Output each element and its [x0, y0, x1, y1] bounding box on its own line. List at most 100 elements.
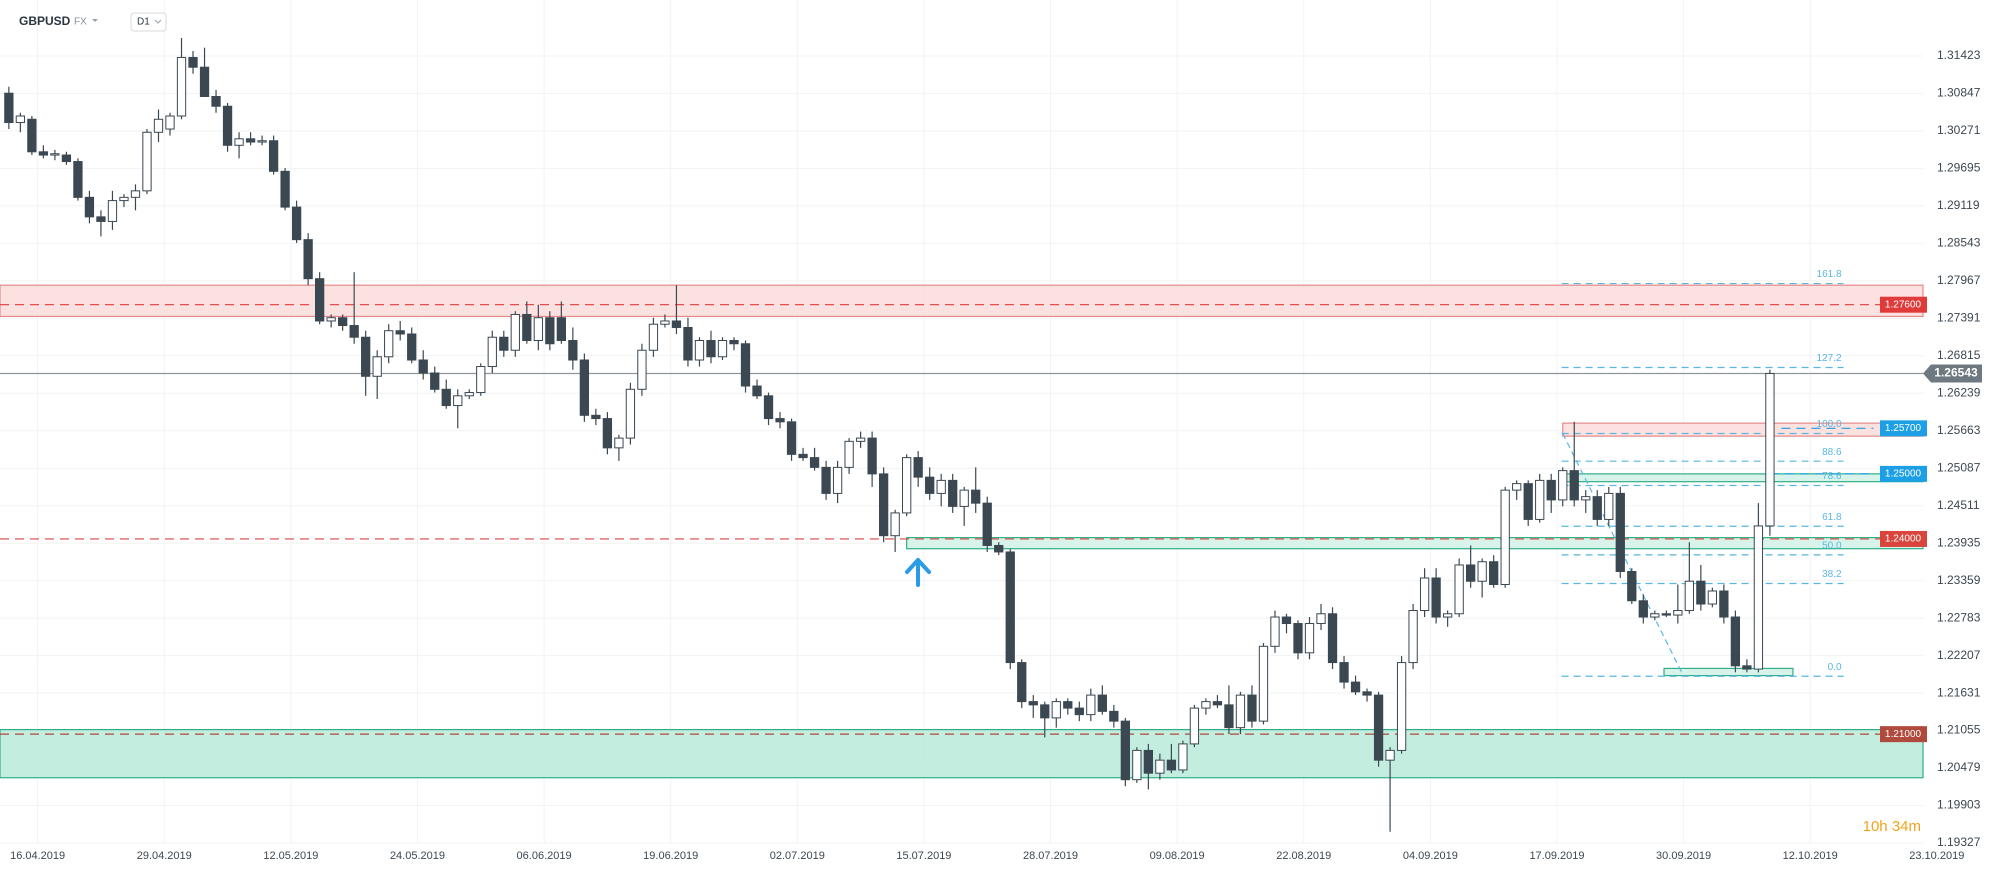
candle-body	[844, 440, 854, 468]
fib-label: 61.8	[1822, 512, 1842, 523]
candle-body	[1730, 616, 1741, 667]
level-tag	[1880, 465, 1927, 482]
candle-body	[694, 339, 705, 361]
y-tick-label: 1.30271	[1937, 123, 1981, 137]
candle-body	[1109, 710, 1119, 722]
x-tick-label: 23.10.2019	[1909, 850, 1964, 862]
candle-body	[384, 330, 394, 358]
candle-body	[1339, 662, 1349, 683]
candle-body	[153, 118, 164, 133]
level-tag	[1880, 530, 1927, 547]
candle-body	[683, 326, 693, 361]
candle-body	[1385, 749, 1395, 761]
level-label: 1.24000	[1885, 534, 1922, 545]
candle-body	[1673, 610, 1683, 616]
candle-body	[441, 388, 451, 407]
candle-body	[1005, 551, 1015, 664]
candle-body	[1477, 561, 1487, 582]
candle-body	[510, 313, 520, 351]
candle-body	[890, 512, 900, 537]
candle-body	[1132, 749, 1142, 781]
candle-body	[1661, 613, 1671, 616]
candle-body	[326, 317, 336, 322]
candle-body	[188, 56, 198, 68]
symbol: GBPUSD	[19, 14, 71, 28]
candle-body	[1753, 525, 1764, 670]
fib-label: 50.0	[1822, 541, 1842, 552]
candle-body	[1316, 613, 1326, 625]
level-tag	[1880, 420, 1927, 437]
candle-body	[775, 418, 785, 423]
candle-body	[1028, 701, 1038, 706]
zone	[0, 284, 1924, 318]
fib-label: 0.0	[1828, 662, 1842, 673]
candle-body	[832, 466, 843, 494]
buy-arrow	[905, 558, 931, 587]
candle-body	[717, 339, 728, 358]
candle-body	[1120, 720, 1130, 781]
y-tick-label: 1.26815	[1937, 348, 1981, 362]
candle-body	[1419, 577, 1430, 612]
candle-body	[303, 239, 313, 280]
candle-body	[556, 317, 566, 341]
candle-body	[706, 339, 716, 358]
y-tick-label: 1.29695	[1937, 161, 1981, 175]
candle-body	[625, 388, 636, 439]
candle-body	[1086, 694, 1096, 716]
candle-body	[1293, 623, 1303, 654]
fib-label: 100.0	[1817, 419, 1842, 430]
candle-body	[1166, 759, 1177, 771]
x-tick-label: 28.07.2019	[1023, 850, 1078, 862]
candle-body	[61, 154, 72, 163]
candle-body	[855, 437, 866, 442]
y-tick-label: 1.28543	[1937, 236, 1981, 250]
candle-body	[349, 325, 359, 338]
candle-body	[1546, 479, 1556, 501]
candle-body	[407, 333, 417, 361]
y-tick-label: 1.31423	[1937, 48, 1981, 62]
fib-label: 88.6	[1822, 447, 1842, 458]
x-tick-label: 16.04.2019	[10, 850, 65, 862]
candle-body	[268, 140, 279, 172]
x-tick-label: 04.09.2019	[1403, 850, 1458, 862]
candle-body	[1523, 483, 1533, 520]
candle-body	[1235, 694, 1246, 729]
x-tick-label: 09.08.2019	[1150, 850, 1205, 862]
market-caret	[92, 19, 98, 22]
candle-body	[1212, 701, 1223, 706]
candle-body	[234, 138, 244, 146]
candle-body	[786, 421, 797, 455]
y-tick-label: 1.23935	[1937, 535, 1981, 549]
candle-body	[1696, 580, 1706, 605]
candle-body	[1155, 759, 1165, 774]
x-tick-label: 15.07.2019	[896, 850, 951, 862]
candle-body	[660, 320, 670, 325]
candle-body	[130, 190, 141, 198]
candle-body	[1431, 577, 1441, 618]
level-label: 1.25000	[1885, 469, 1922, 480]
last-price-label: 1.26543	[1934, 366, 1978, 380]
candle-body	[1051, 701, 1061, 719]
y-tick-label: 1.25087	[1937, 460, 1981, 474]
fib-label: 127.2	[1817, 353, 1842, 364]
candle-body	[119, 196, 129, 202]
interval-box[interactable]	[130, 12, 167, 32]
candle-body	[936, 479, 946, 494]
candle-body	[1304, 623, 1315, 654]
candle-body	[476, 366, 486, 394]
candle-body	[1454, 564, 1464, 615]
candle-body	[1638, 600, 1648, 618]
interval-caret	[154, 19, 162, 24]
candle-body	[821, 466, 831, 494]
candle-body	[453, 395, 463, 407]
candle-body	[982, 502, 992, 546]
candle-body	[361, 336, 371, 377]
candle-body	[1247, 694, 1257, 722]
candle-body	[1581, 496, 1591, 501]
candle-body	[809, 457, 820, 468]
candle-body	[1063, 701, 1073, 709]
candle-body	[948, 479, 958, 507]
x-tick-label: 12.05.2019	[263, 850, 318, 862]
zone	[0, 728, 1924, 779]
candle-body	[84, 196, 95, 218]
